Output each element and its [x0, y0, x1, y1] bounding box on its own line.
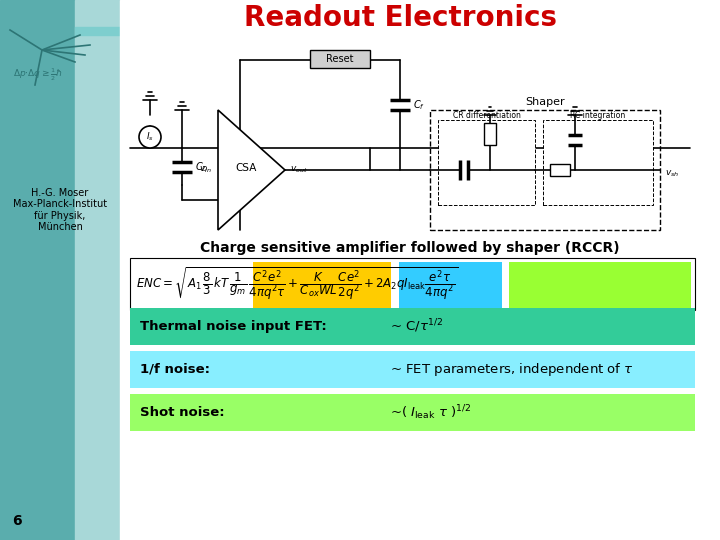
- Text: Shot noise:: Shot noise:: [140, 406, 225, 419]
- Bar: [399, 262, 502, 308]
- Bar: [130, 308, 695, 345]
- Text: ~ FET parameters, independent of $\tau$: ~ FET parameters, independent of $\tau$: [390, 361, 634, 378]
- Bar: [484, 123, 496, 145]
- Text: $v_{sh}$: $v_{sh}$: [665, 168, 679, 179]
- Polygon shape: [218, 110, 285, 230]
- Text: Thermal noise input FET:: Thermal noise input FET:: [140, 320, 327, 333]
- Text: $\Delta p{\cdot}\Delta q{\geq}\frac{1}{2}\hbar$: $\Delta p{\cdot}\Delta q{\geq}\frac{1}{2…: [13, 66, 63, 83]
- Text: RC integration: RC integration: [570, 111, 626, 119]
- Text: Reset: Reset: [326, 54, 354, 64]
- Bar: [310, 50, 370, 68]
- Bar: [130, 351, 695, 388]
- Bar: [543, 120, 653, 205]
- Bar: [75, 0, 120, 540]
- Text: $C_f$: $C_f$: [413, 98, 425, 112]
- Bar: [75, 27, 720, 35]
- Text: 6: 6: [12, 514, 22, 528]
- Bar: [430, 110, 660, 230]
- Text: $ENC = \sqrt{A_1\,\dfrac{8}{3}\,kT\,\dfrac{1}{g_m}\,\dfrac{C^2e^2}{4\pi q^2\tau}: $ENC = \sqrt{A_1\,\dfrac{8}{3}\,kT\,\dfr…: [136, 266, 458, 302]
- Bar: [550, 164, 570, 176]
- Bar: [130, 258, 695, 310]
- Circle shape: [139, 126, 161, 148]
- Bar: [120, 0, 720, 540]
- Text: Readout Electronics: Readout Electronics: [243, 4, 557, 32]
- Text: CR differentiation: CR differentiation: [453, 111, 521, 119]
- Bar: [0, 0, 75, 540]
- Text: Shaper: Shaper: [525, 97, 564, 107]
- Bar: [253, 262, 391, 308]
- Text: $v_{in}$: $v_{in}$: [199, 165, 212, 176]
- Text: ~ C/$\tau^{1/2}$: ~ C/$\tau^{1/2}$: [390, 318, 444, 335]
- Text: $I_s$: $I_s$: [146, 131, 154, 143]
- Text: H.-G. Moser
Max-Planck-Institut
für Physik,
München: H.-G. Moser Max-Planck-Institut für Phys…: [13, 187, 107, 232]
- Text: ~( $I_{\rm leak}$ $\tau$ )$^{1/2}$: ~( $I_{\rm leak}$ $\tau$ )$^{1/2}$: [390, 403, 472, 422]
- Text: $C_D$: $C_D$: [195, 160, 209, 174]
- Text: CSA: CSA: [235, 163, 257, 173]
- Text: $v_{out}$: $v_{out}$: [290, 165, 308, 176]
- Bar: [438, 120, 535, 205]
- Text: 1/f noise:: 1/f noise:: [140, 363, 210, 376]
- Bar: [509, 262, 691, 308]
- Bar: [130, 394, 695, 431]
- Text: Charge sensitive amplifier followed by shaper (RCCR): Charge sensitive amplifier followed by s…: [200, 241, 620, 255]
